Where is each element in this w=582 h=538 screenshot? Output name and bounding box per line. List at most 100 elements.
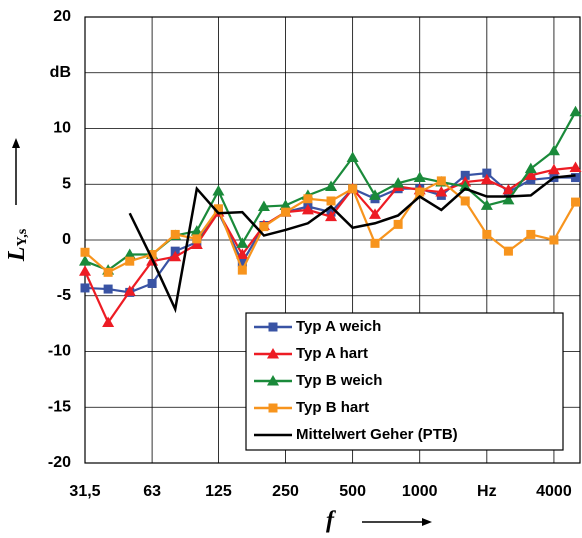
x-tick-label: 63 [143,483,161,500]
marker [123,285,136,296]
marker [192,234,202,244]
y-axis-label: LY,s [4,228,31,262]
series-line [128,174,576,314]
marker [303,194,313,204]
plot-border [84,16,581,464]
marker [569,161,582,173]
marker [147,278,157,288]
marker [369,189,382,200]
marker [237,257,247,267]
marker [125,256,135,266]
marker [569,105,582,117]
marker [482,168,492,178]
marker [436,176,446,186]
marker [413,171,426,183]
legend-marker [267,375,279,386]
marker [571,173,581,183]
legend-label: Typ B weich [296,372,382,389]
y-tick-label: 10 [53,120,71,137]
legend-box [245,312,564,451]
legend-marker [267,348,279,359]
marker [236,248,249,259]
marker [524,169,537,180]
y-tick-label: dB [50,64,71,81]
marker [123,248,136,259]
x-tick-label: Hz [477,483,497,500]
y-tick-label: -5 [57,287,71,304]
legend-marker [268,322,278,332]
marker [348,184,358,194]
marker [480,173,493,185]
marker [369,208,382,219]
x-tick-label: 500 [339,483,366,500]
x-tick-label: 125 [205,483,232,500]
y-tick-label: -10 [48,343,71,360]
y-tick-label: 5 [62,175,71,192]
x-tick-label: 1000 [402,483,438,500]
marker [502,183,515,195]
y-tick-label: -20 [48,454,71,471]
legend-marker [268,403,278,413]
marker [170,229,180,239]
y-axis-arrowhead [12,138,20,148]
marker [190,238,203,249]
marker [326,196,336,206]
marker [325,180,338,191]
series-line [85,179,577,274]
y-tick-label: 0 [62,231,71,248]
marker [415,187,425,197]
marker [213,204,223,214]
marker [147,249,157,259]
marker [392,177,405,188]
marker [102,316,115,328]
marker [370,238,380,248]
marker [79,255,91,266]
marker [502,193,515,205]
marker [80,247,90,257]
marker [103,267,113,277]
marker [571,197,581,207]
y-axis-label-group: LY,s [4,228,31,262]
marker [257,200,270,212]
legend-label: Mittelwert Geher (PTB) [296,426,458,443]
y-axis-label-sub: Y,s [15,228,30,246]
y-axis-label-main: L [4,247,30,263]
legend-label: Typ A hart [296,345,368,362]
marker [480,199,493,210]
legend-label: Typ A weich [296,318,381,335]
marker [325,210,338,222]
x-tick-label: 31,5 [69,483,100,500]
x-axis-arrowhead [422,518,432,526]
y-tick-label: 20 [53,8,71,25]
marker [259,222,269,232]
marker [301,203,314,215]
y-tick-label: -15 [48,398,71,415]
marker [459,180,472,191]
marker [346,151,359,162]
legend-label: Typ B hart [296,399,369,416]
marker [103,284,113,294]
marker [482,229,492,239]
marker [460,170,470,180]
marker [237,265,247,275]
marker [212,184,225,196]
x-tick-label: 4000 [536,483,572,500]
marker [503,246,513,256]
marker [281,207,291,217]
x-tick-label: 250 [272,483,299,500]
marker [460,196,470,206]
marker [279,199,292,210]
marker [524,162,537,174]
marker [80,283,90,293]
marker [169,250,182,262]
marker [547,144,560,156]
marker [547,163,560,175]
x-axis-label: f [326,508,336,534]
marker [435,186,448,197]
marker [236,237,249,248]
marker [79,265,91,276]
marker [526,229,536,239]
marker [549,235,559,245]
marker [393,219,403,229]
